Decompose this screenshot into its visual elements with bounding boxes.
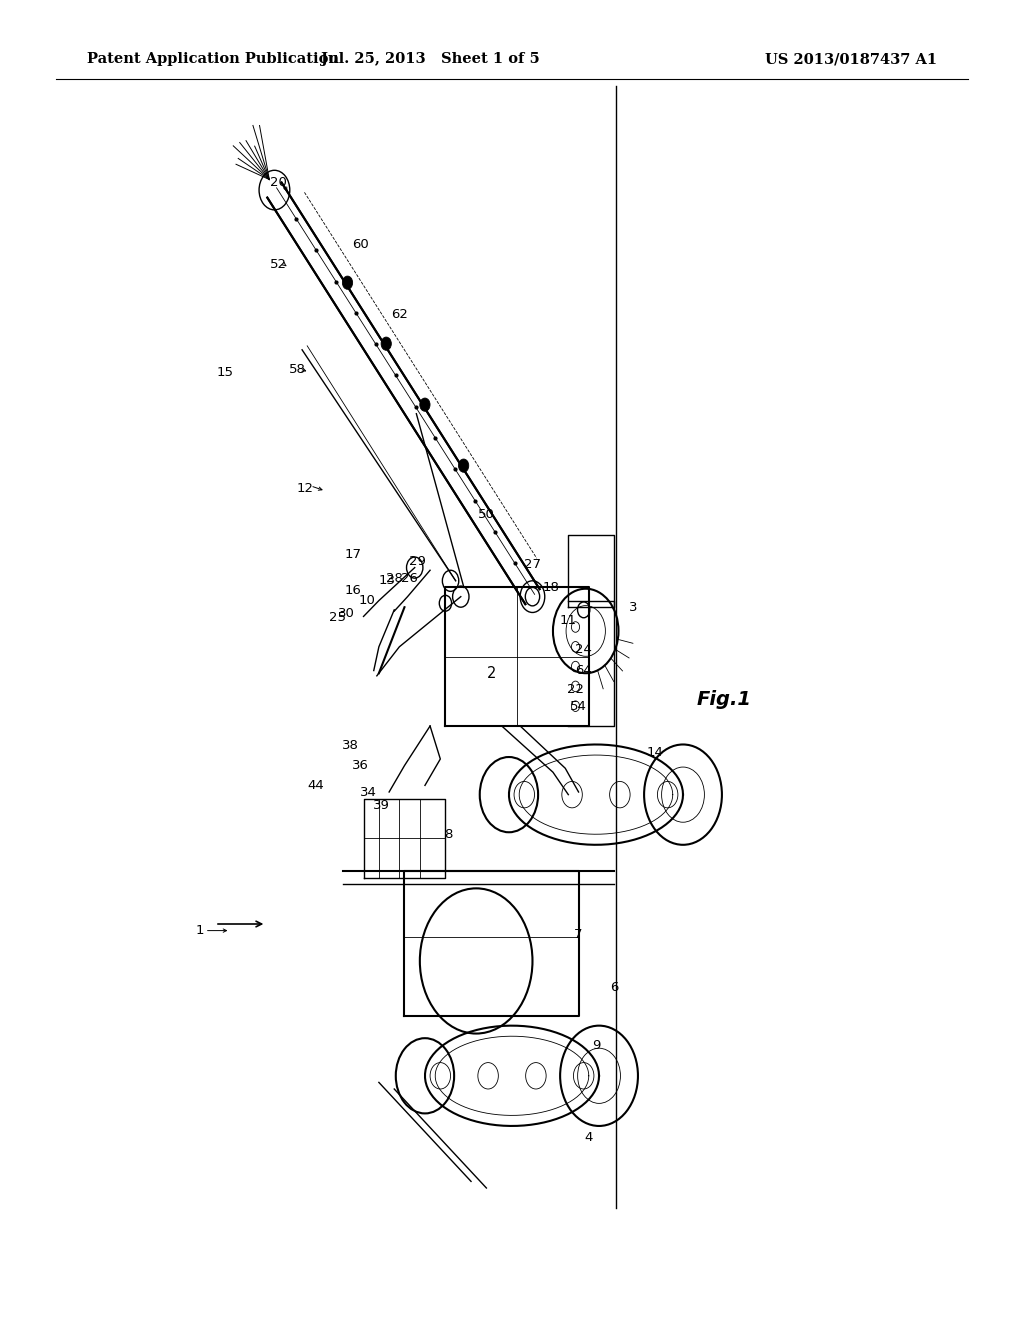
Circle shape <box>381 337 391 350</box>
Text: 1: 1 <box>196 924 204 937</box>
Text: 64: 64 <box>575 664 592 677</box>
Text: 17: 17 <box>345 548 361 561</box>
Text: 58: 58 <box>289 363 305 376</box>
Text: 28: 28 <box>386 572 402 585</box>
Text: 30: 30 <box>338 607 354 620</box>
Text: 22: 22 <box>567 682 584 696</box>
Text: Jul. 25, 2013   Sheet 1 of 5: Jul. 25, 2013 Sheet 1 of 5 <box>321 53 540 66</box>
Text: 62: 62 <box>391 308 408 321</box>
Text: 11: 11 <box>560 614 577 627</box>
Circle shape <box>342 276 352 289</box>
Text: 2: 2 <box>486 665 497 681</box>
Text: 52: 52 <box>270 257 287 271</box>
Text: 25: 25 <box>330 611 346 624</box>
Text: 39: 39 <box>373 799 389 812</box>
Text: 50: 50 <box>478 508 495 521</box>
Circle shape <box>459 459 469 473</box>
Text: 16: 16 <box>345 583 361 597</box>
Text: US 2013/0187437 A1: US 2013/0187437 A1 <box>765 53 937 66</box>
Text: 20: 20 <box>270 176 287 189</box>
Text: 29: 29 <box>410 554 426 568</box>
Text: 14: 14 <box>647 746 664 759</box>
Text: 3: 3 <box>629 601 637 614</box>
Text: 18: 18 <box>543 581 559 594</box>
Text: 24: 24 <box>575 643 592 656</box>
Text: 27: 27 <box>524 558 541 572</box>
Text: Patent Application Publication: Patent Application Publication <box>87 53 339 66</box>
Text: 26: 26 <box>401 572 418 585</box>
Text: 15: 15 <box>217 366 233 379</box>
Text: 4: 4 <box>585 1131 593 1144</box>
Text: 34: 34 <box>360 785 377 799</box>
Text: 7: 7 <box>574 928 583 941</box>
Text: Fig.1: Fig.1 <box>696 690 752 709</box>
Text: 9: 9 <box>592 1039 600 1052</box>
Text: 38: 38 <box>342 739 358 752</box>
Text: 13: 13 <box>379 574 395 587</box>
Text: 60: 60 <box>352 238 369 251</box>
Text: 12: 12 <box>297 482 313 495</box>
Circle shape <box>420 399 430 412</box>
Text: 54: 54 <box>570 700 587 713</box>
Text: 8: 8 <box>444 828 453 841</box>
Text: 44: 44 <box>307 779 324 792</box>
Text: 36: 36 <box>352 759 369 772</box>
Text: 6: 6 <box>610 981 618 994</box>
Text: 10: 10 <box>358 594 375 607</box>
